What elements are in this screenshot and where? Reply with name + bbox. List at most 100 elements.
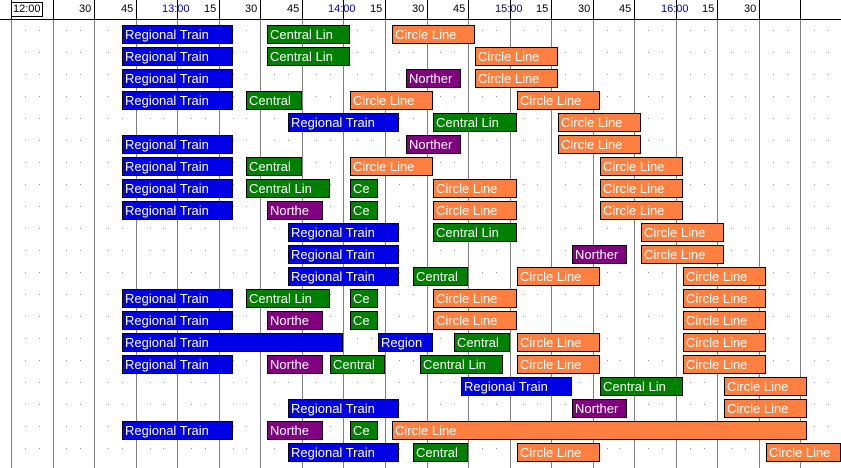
ruler-tick: [136, 0, 137, 20]
trip-bar-circle[interactable]: Circle Line: [517, 333, 600, 352]
trip-bar-regional[interactable]: Regional Train: [122, 289, 233, 308]
trip-bar-regional[interactable]: Regional Train: [122, 333, 343, 352]
grid-dot: [205, 382, 206, 383]
trip-bar-central[interactable]: Central Lin: [267, 25, 350, 44]
grid-dot: [607, 30, 608, 31]
trip-bar-northern[interactable]: Norther: [572, 245, 627, 264]
trip-bar-circle[interactable]: Circle Line: [683, 333, 766, 352]
grid-dot: [163, 118, 164, 119]
trip-bar-regional[interactable]: Regional Train: [288, 223, 399, 242]
grid-dot: [25, 382, 26, 383]
trip-bar-circle[interactable]: Circle Line: [683, 355, 766, 374]
trip-bar-central[interactable]: Central Lin: [267, 47, 350, 66]
trip-bar-circle[interactable]: Circle Line: [683, 289, 766, 308]
trip-bar-northern[interactable]: Norther: [572, 399, 627, 418]
trip-bar-circle[interactable]: Circle Line: [517, 355, 600, 374]
trip-bar-central[interactable]: Ce: [350, 179, 378, 198]
trip-bar-central[interactable]: Central Lin: [433, 113, 517, 132]
grid-dot: [80, 206, 81, 207]
trip-bar-circle[interactable]: Circle Line: [475, 69, 558, 88]
trip-bar-regional[interactable]: Regional Train: [288, 443, 399, 462]
trip-bar-regional[interactable]: Regional Train: [122, 311, 233, 330]
grid-dot: [399, 404, 400, 405]
grid-dot: [205, 228, 206, 229]
trip-bar-circle[interactable]: Circle Line: [433, 289, 517, 308]
trip-bar-central[interactable]: Central Lin: [600, 377, 683, 396]
trip-bar-circle[interactable]: Circle Line: [600, 157, 683, 176]
trip-bar-central[interactable]: Central Lin: [246, 289, 330, 308]
trip-bar-circle[interactable]: Circle Line: [433, 179, 517, 198]
trip-bar-central[interactable]: Central Lin: [433, 223, 517, 242]
trip-bar-circle[interactable]: Circle Line: [433, 311, 517, 330]
grid-dot: [496, 272, 497, 273]
trip-bar-regional[interactable]: Regional Train: [122, 157, 233, 176]
trip-bar-circle[interactable]: Circle Line: [350, 91, 433, 110]
trip-bar-regional[interactable]: Regional Train: [122, 69, 233, 88]
ruler-tick: [676, 0, 677, 20]
trip-bar-regional[interactable]: Regional Train: [288, 113, 399, 132]
grid-dot: [274, 382, 275, 383]
trip-bar-circle[interactable]: Circle Line: [392, 25, 475, 44]
trip-bar-regional[interactable]: Regional Train: [122, 47, 233, 66]
trip-bar-northern[interactable]: Northe: [267, 311, 323, 330]
trip-bar-regional[interactable]: Regional Train: [461, 377, 572, 396]
trip-bar-regional[interactable]: Regional Train: [122, 355, 233, 374]
trip-bar-circle[interactable]: Circle Line: [517, 267, 600, 286]
trip-bar-central[interactable]: Central: [330, 355, 385, 374]
trip-bar-circle[interactable]: Circle Line: [517, 443, 600, 462]
trip-bar-circle[interactable]: Circle Line: [350, 157, 433, 176]
trip-bar-circle[interactable]: Circle Line: [641, 245, 724, 264]
trip-bar-central[interactable]: Central Lin: [420, 355, 503, 374]
trip-bar-central[interactable]: Central: [413, 443, 468, 462]
trip-bar-central[interactable]: Ce: [350, 311, 378, 330]
trip-bar-northern[interactable]: Northe: [267, 421, 323, 440]
trip-bar-circle[interactable]: Circle Line: [683, 311, 766, 330]
trip-bar-circle[interactable]: Circle Line: [683, 267, 766, 286]
trip-bar-central[interactable]: Central: [454, 333, 510, 352]
trip-bar-central[interactable]: Central: [413, 267, 468, 286]
trip-bar-regional[interactable]: Regional Train: [122, 135, 233, 154]
trip-bar-circle[interactable]: Circle Line: [392, 421, 807, 440]
trip-bar-northern[interactable]: Northe: [267, 201, 323, 220]
grid-dot: [330, 96, 331, 97]
trip-bar-regional[interactable]: Regional Train: [122, 91, 233, 110]
trip-bar-central[interactable]: Ce: [350, 421, 378, 440]
trip-bar-circle[interactable]: Circle Line: [724, 399, 807, 418]
trip-bar-central[interactable]: Central: [246, 91, 302, 110]
trip-bar-circle[interactable]: Circle Line: [766, 443, 841, 462]
grid-dot: [39, 140, 40, 141]
grid-dot: [25, 52, 26, 53]
trip-bar-central[interactable]: Ce: [350, 201, 378, 220]
grid-dot: [496, 30, 497, 31]
trip-bar-circle[interactable]: Circle Line: [517, 91, 600, 110]
trip-bar-circle[interactable]: Circle Line: [558, 135, 641, 154]
trip-bar-circle[interactable]: Circle Line: [641, 223, 724, 242]
grid-dot: [413, 52, 414, 53]
trip-bar-circle[interactable]: Circle Line: [433, 201, 517, 220]
trip-bar-central[interactable]: Ce: [350, 289, 378, 308]
trip-bar-regional[interactable]: Regional Train: [288, 245, 399, 264]
trip-bar-central[interactable]: Central Lin: [246, 179, 330, 198]
trip-bar-circle[interactable]: Circle Line: [558, 113, 641, 132]
grid-dot: [330, 316, 331, 317]
trip-bar-regional[interactable]: Regional Train: [288, 399, 399, 418]
grid-dot: [330, 294, 331, 295]
trip-bar-circle[interactable]: Circle Line: [600, 179, 683, 198]
trip-bar-central[interactable]: Central: [246, 157, 302, 176]
trip-bar-northern[interactable]: Northe: [267, 355, 323, 374]
trip-bar-circle[interactable]: Circle Line: [724, 377, 807, 396]
trip-bar-regional[interactable]: Regional Train: [122, 25, 233, 44]
trip-bar-regional[interactable]: Regional Train: [122, 179, 233, 198]
trip-bar-circle[interactable]: Circle Line: [600, 201, 683, 220]
trip-bar-regional[interactable]: Regional Train: [122, 201, 233, 220]
trip-bar-regional[interactable]: Regional Train: [122, 421, 233, 440]
ruler-tick: [800, 0, 801, 20]
trip-bar-regional[interactable]: Region: [378, 333, 433, 352]
trip-bar-northern[interactable]: Norther: [406, 135, 461, 154]
trip-bar-northern[interactable]: Norther: [406, 69, 461, 88]
grid-dot: [523, 140, 524, 141]
grid-dot: [233, 74, 234, 75]
trip-bar-circle[interactable]: Circle Line: [475, 47, 558, 66]
trip-bar-regional[interactable]: Regional Train: [288, 267, 399, 286]
grid-dot: [25, 250, 26, 251]
